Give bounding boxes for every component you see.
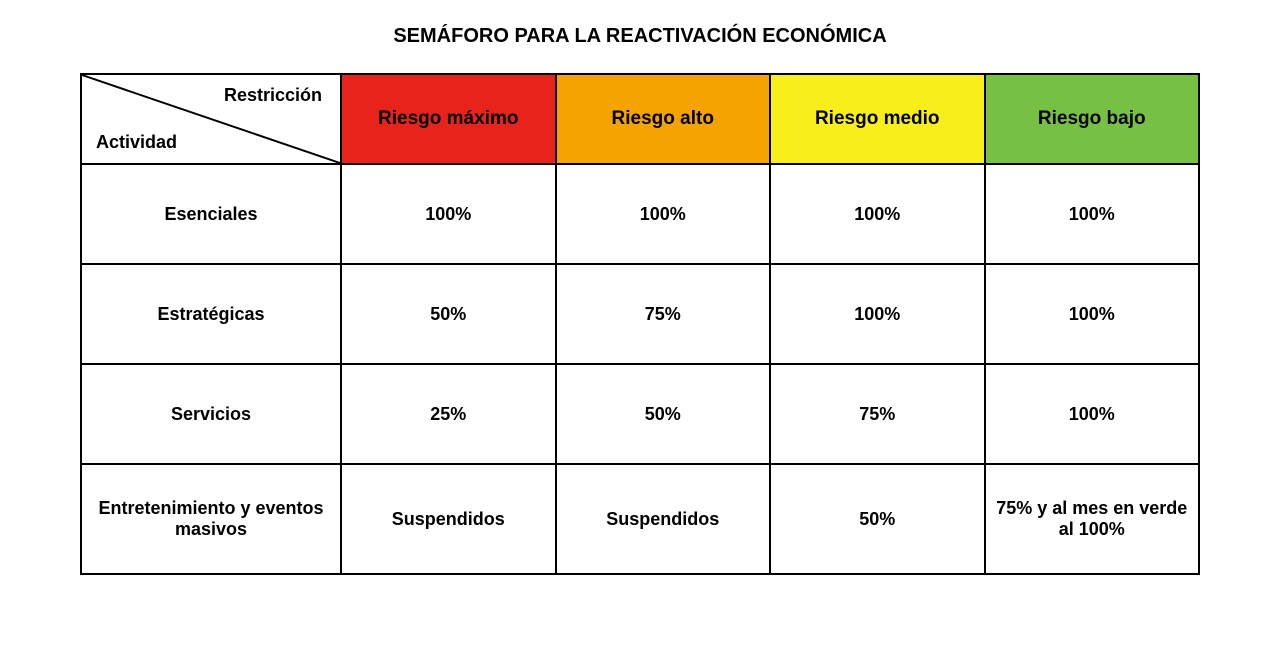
table-row: Servicios 25% 50% 75% 100% — [81, 364, 1199, 464]
cell-value: 50% — [341, 264, 556, 364]
cell-value: Suspendidos — [341, 464, 556, 574]
risk-medio-header: Riesgo medio — [770, 74, 985, 164]
cell-value: 100% — [341, 164, 556, 264]
risk-maximo-header: Riesgo máximo — [341, 74, 556, 164]
cell-value: Suspendidos — [556, 464, 771, 574]
cell-value: 25% — [341, 364, 556, 464]
header-row: Restricción Actividad Riesgo máximo Ries… — [81, 74, 1199, 164]
cell-value: 100% — [770, 264, 985, 364]
risk-bajo-header: Riesgo bajo — [985, 74, 1200, 164]
activity-label: Actividad — [96, 132, 177, 153]
corner-header: Restricción Actividad — [81, 74, 341, 164]
semaforo-table: Restricción Actividad Riesgo máximo Ries… — [80, 73, 1200, 575]
cell-value: 50% — [770, 464, 985, 574]
cell-value: 75% — [556, 264, 771, 364]
page-title: SEMÁFORO PARA LA REACTIVACIÓN ECONÓMICA — [80, 25, 1200, 48]
cell-value: 100% — [985, 264, 1200, 364]
activity-entretenimiento: Entretenimiento y eventos masivos — [81, 464, 341, 574]
table-row: Estratégicas 50% 75% 100% 100% — [81, 264, 1199, 364]
cell-value: 100% — [770, 164, 985, 264]
table-row: Esenciales 100% 100% 100% 100% — [81, 164, 1199, 264]
cell-value: 75% — [770, 364, 985, 464]
cell-value: 100% — [985, 164, 1200, 264]
activity-estrategicas: Estratégicas — [81, 264, 341, 364]
risk-alto-header: Riesgo alto — [556, 74, 771, 164]
table-row: Entretenimiento y eventos masivos Suspen… — [81, 464, 1199, 574]
cell-value: 50% — [556, 364, 771, 464]
cell-value: 75% y al mes en verde al 100% — [985, 464, 1200, 574]
activity-esenciales: Esenciales — [81, 164, 341, 264]
activity-servicios: Servicios — [81, 364, 341, 464]
restriction-label: Restricción — [224, 85, 322, 106]
cell-value: 100% — [985, 364, 1200, 464]
cell-value: 100% — [556, 164, 771, 264]
